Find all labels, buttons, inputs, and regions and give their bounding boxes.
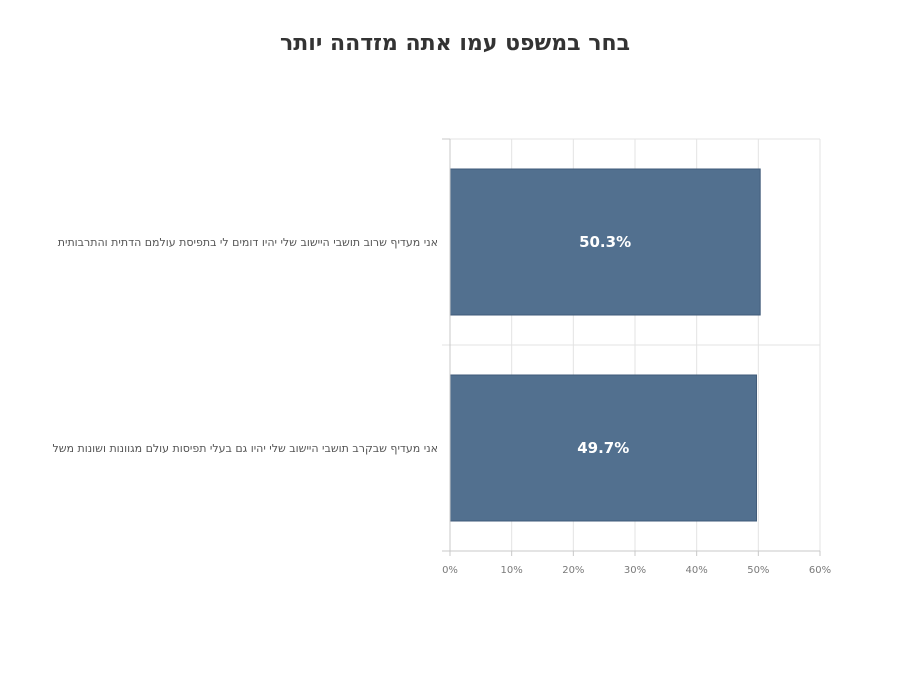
chart-title: בחר במשפט עמו אתה מזדהה יותר: [280, 31, 630, 56]
x-tick-label: 40%: [686, 565, 708, 576]
data-label: 49.7%: [577, 439, 629, 457]
axes: [442, 138, 821, 556]
x-tick-label: 20%: [562, 565, 584, 576]
bar: [449, 374, 757, 522]
data-label: 50.3%: [579, 233, 631, 251]
labels: 0% 10% 20% 30% 40% 50% 60% 50.3% אני מעדיף שרוב …: [53, 233, 832, 576]
x-tick-label: 0%: [442, 565, 458, 576]
x-tick-label: 30%: [624, 565, 646, 576]
x-tick-label: 60%: [809, 565, 831, 576]
category-label: אני מעדיף שבקרב תושבי היישוב שלי יהיו גם…: [53, 442, 438, 455]
x-tick-label: 10%: [501, 565, 523, 576]
bars: [449, 168, 761, 522]
x-tick-label: 50%: [747, 565, 769, 576]
category-label: אני מעדיף שרוב תושבי היישוב שלי יהיו דומ…: [58, 236, 438, 249]
